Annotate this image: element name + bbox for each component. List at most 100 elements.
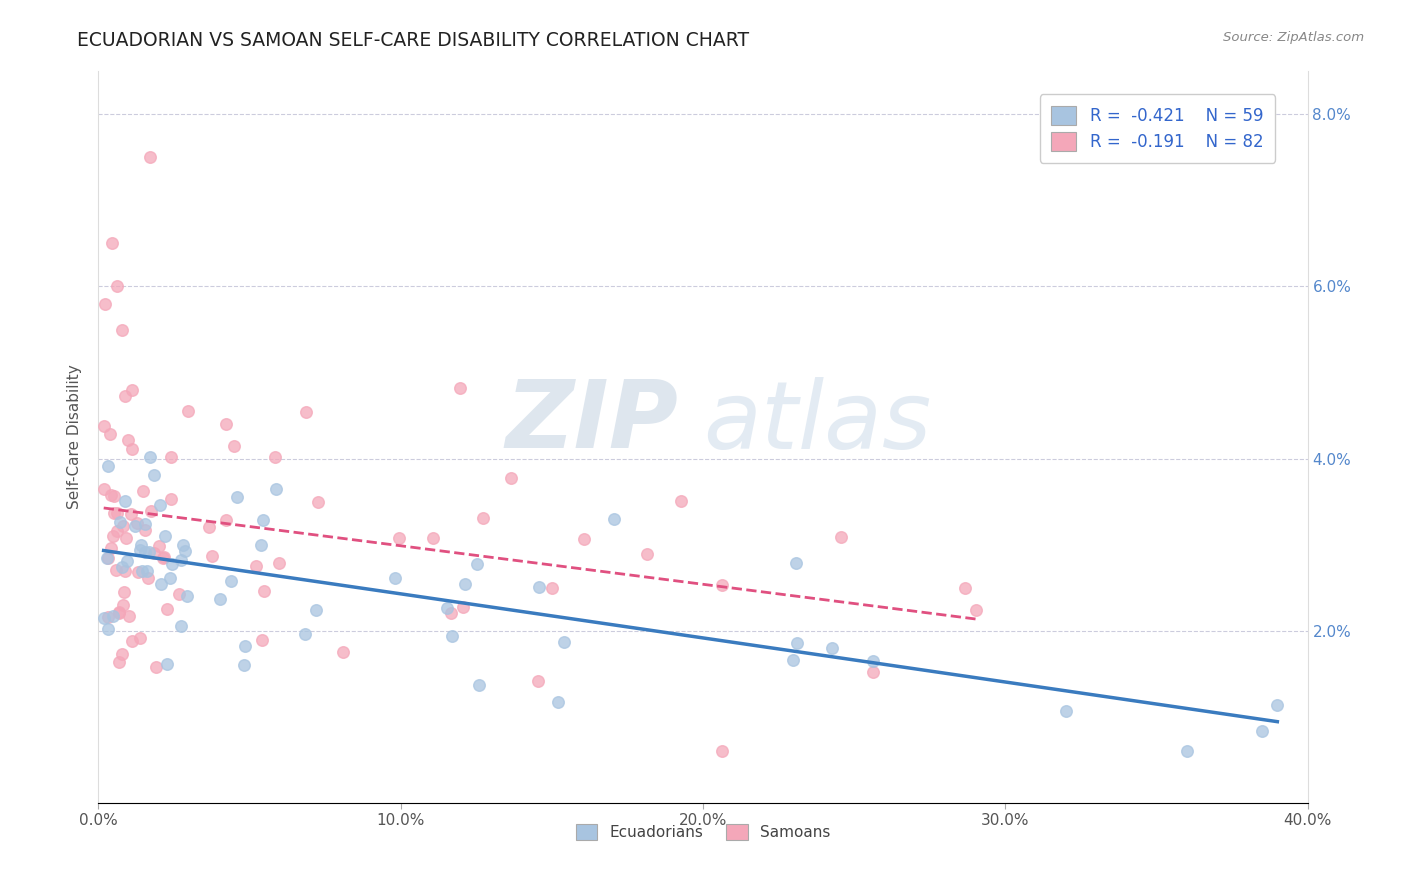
Point <box>93 610 115 624</box>
Point <box>153 529 176 543</box>
Point <box>114 531 136 545</box>
Point <box>553 635 575 649</box>
Point <box>201 549 224 563</box>
Point <box>156 601 179 615</box>
Point <box>160 558 183 572</box>
Point <box>671 494 693 508</box>
Y-axis label: Self-Care Disability: Self-Care Disability <box>67 365 83 509</box>
Point <box>134 516 156 531</box>
Point <box>172 538 194 552</box>
Legend: Ecuadorians, Samoans: Ecuadorians, Samoans <box>569 818 837 847</box>
Point <box>468 678 491 692</box>
Point <box>454 577 477 591</box>
Point <box>636 547 658 561</box>
Point <box>136 565 159 579</box>
Point <box>782 653 804 667</box>
Point <box>159 571 181 585</box>
Point <box>108 605 131 619</box>
Point <box>115 553 138 567</box>
Point <box>138 545 160 559</box>
Point <box>160 491 183 506</box>
Point <box>104 563 127 577</box>
Point <box>111 322 134 336</box>
Point <box>100 488 122 502</box>
Point <box>547 695 569 709</box>
Point <box>440 606 463 620</box>
Point <box>145 660 167 674</box>
Point <box>422 531 444 545</box>
Point <box>111 647 134 661</box>
Point <box>862 665 884 680</box>
Point <box>97 459 120 474</box>
Point <box>96 551 118 566</box>
Point <box>197 520 219 534</box>
Point <box>252 513 274 527</box>
Point <box>134 545 156 559</box>
Point <box>138 450 160 464</box>
Point <box>93 483 115 497</box>
Point <box>170 619 193 633</box>
Point <box>111 559 134 574</box>
Point <box>388 531 411 545</box>
Point <box>103 507 125 521</box>
Point <box>108 606 131 620</box>
Point <box>149 498 172 512</box>
Point <box>572 533 595 547</box>
Point <box>233 658 256 673</box>
Point <box>332 645 354 659</box>
Point <box>121 442 143 457</box>
Point <box>965 603 987 617</box>
Point <box>117 609 139 624</box>
Point <box>134 524 156 538</box>
Point <box>527 580 550 594</box>
Point <box>177 403 200 417</box>
Point <box>103 489 125 503</box>
Point <box>97 610 120 624</box>
Point <box>603 512 626 526</box>
Point <box>250 538 273 552</box>
Point <box>170 553 193 567</box>
Point <box>105 506 128 520</box>
Point <box>148 539 170 553</box>
Point <box>111 598 134 612</box>
Point <box>472 510 495 524</box>
Point <box>1251 724 1274 739</box>
Point <box>173 544 195 558</box>
Point <box>97 622 120 636</box>
Point <box>305 603 328 617</box>
Point <box>100 236 122 251</box>
Point <box>98 426 121 441</box>
Point <box>131 484 153 499</box>
Point <box>449 382 471 396</box>
Point <box>526 673 548 688</box>
Point <box>93 296 115 310</box>
Point <box>105 524 128 539</box>
Point <box>785 557 807 571</box>
Point <box>143 468 166 483</box>
Point <box>1175 744 1198 758</box>
Point <box>384 571 406 585</box>
Point <box>821 640 844 655</box>
Point <box>156 657 179 671</box>
Point <box>127 565 149 579</box>
Point <box>862 654 884 668</box>
Point <box>786 636 808 650</box>
Point <box>112 585 135 599</box>
Point <box>108 515 131 529</box>
Point <box>159 450 181 464</box>
Point <box>129 539 152 553</box>
Point <box>264 482 287 496</box>
Point <box>441 629 464 643</box>
Point <box>436 600 458 615</box>
Point <box>121 383 143 397</box>
Point <box>152 551 174 566</box>
Point <box>267 556 290 570</box>
Point <box>541 582 564 596</box>
Point <box>225 490 247 504</box>
Point <box>499 471 522 485</box>
Point <box>143 546 166 560</box>
Text: Source: ZipAtlas.com: Source: ZipAtlas.com <box>1223 31 1364 45</box>
Point <box>128 631 150 645</box>
Point <box>114 564 136 578</box>
Point <box>97 550 120 565</box>
